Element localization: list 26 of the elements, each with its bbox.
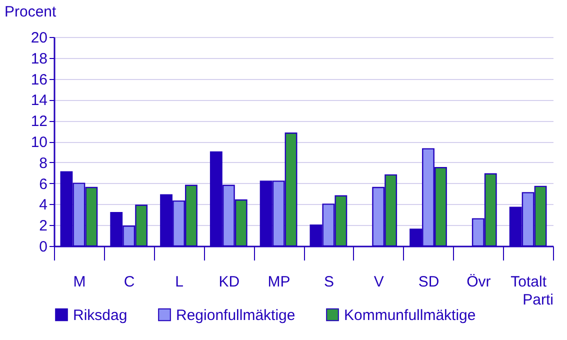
y-tick-label: 18 xyxy=(30,50,48,68)
x-tick-label: V xyxy=(374,274,384,290)
y-tick-label: 14 xyxy=(30,92,48,110)
x-tick-label: MP xyxy=(268,274,290,290)
x-tick-label: KD xyxy=(218,274,240,290)
legend-label: Regionfullmäktige xyxy=(176,306,296,324)
x-tick-label: Övr xyxy=(466,274,491,290)
y-tick-label: 0 xyxy=(39,238,48,256)
x-tick-label: M xyxy=(73,274,86,290)
x-tick-label: S xyxy=(324,274,334,290)
x-tick-label: Totalt xyxy=(510,274,548,290)
y-tick-label: 12 xyxy=(30,113,48,130)
legend-label: Kommunfullmäktige xyxy=(344,306,476,324)
y-tick-label: 10 xyxy=(30,134,48,151)
x-tick-label: C xyxy=(124,274,135,290)
y-tick-label: 8 xyxy=(39,154,48,172)
legend-label: Riksdag xyxy=(73,306,128,324)
x-axis-title: Parti xyxy=(522,292,554,308)
y-tick-label: 16 xyxy=(30,71,48,88)
x-tick-label: L xyxy=(175,274,184,290)
y-tick-label: 20 xyxy=(30,30,48,46)
y-tick-label: 2 xyxy=(39,218,48,235)
y-tick-label: 4 xyxy=(39,196,48,214)
x-tick-label: SD xyxy=(418,274,440,290)
y-axis-title: Procent xyxy=(4,4,58,20)
y-tick-label: 6 xyxy=(39,176,48,193)
